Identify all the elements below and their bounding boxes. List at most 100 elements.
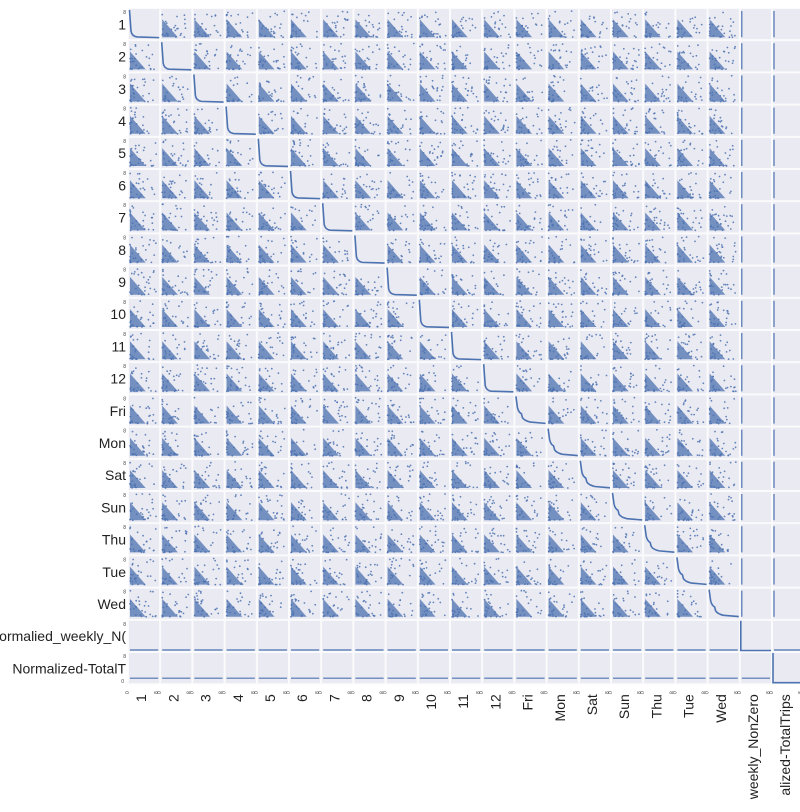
scatter-point [455,281,458,283]
scatter-point [554,283,557,286]
scatter-point [330,97,333,100]
scatter-point [442,112,445,115]
scatter-point [429,261,432,264]
scatter-point [494,115,497,118]
scatter-point [629,280,632,283]
scatter-point [452,195,455,198]
scatter-point [271,240,273,243]
scatter-point [389,98,392,101]
scatter-point [387,222,390,224]
scatter-point [135,53,138,55]
scatter-point [229,257,232,260]
scatter-point [663,95,666,97]
scatter-point [533,172,535,174]
scatter-point [195,240,197,243]
scatter-point [292,24,295,27]
scatter-point [149,239,152,241]
scatter-point [539,221,541,224]
scatter-point [299,268,302,270]
scatter-point [645,31,647,34]
scatter-point [369,322,372,324]
scatter-point [306,20,309,22]
panel-2-vs-8 [353,40,386,73]
scatter-point [387,225,390,228]
scatter-density [548,19,565,38]
scatter-point [715,213,717,216]
scatter-point [467,246,470,249]
scatter-point [294,129,297,131]
scatter-point [268,269,271,272]
scatter-point [582,220,585,223]
scatter-point [291,325,294,328]
scatter-point [535,24,538,26]
scatter-point [592,67,594,70]
scatter-point [193,261,196,264]
scatter-point [436,88,439,90]
scatter-point [589,215,592,218]
scatter-point [565,159,568,162]
scatter-point [729,228,732,230]
scatter-point [135,247,137,249]
scatter-point [333,158,336,160]
scatter-point [596,290,599,293]
scatter-point [196,178,199,180]
scatter-point [516,226,519,229]
scatter-point [515,174,518,177]
scatter-point [629,220,632,223]
scatter-point [590,258,593,260]
scatter-point [619,95,622,97]
scatter-point [681,153,684,156]
scatter-point [645,62,648,65]
scatter-point [496,223,499,226]
scatter-point [613,93,615,96]
scatter-point [451,115,453,118]
scatter-point [720,161,722,164]
scatter-point [692,288,695,290]
scatter-point [355,194,357,197]
scatter-point [322,100,325,103]
scatter-point [388,36,390,39]
scatter-point [142,211,144,214]
scatter-point [328,326,330,328]
scatter-point [491,158,494,161]
scatter-point [540,24,543,27]
scatter-point [201,35,204,38]
scatter-point [483,68,486,70]
diagonal-cdf-curve [321,203,353,232]
scatter-point [679,209,682,212]
scatter-point [502,124,505,127]
scatter-point [232,151,234,154]
scatter-point [483,49,486,52]
scatter-point [471,293,474,296]
scatter-point [241,29,243,31]
scatter-point [165,319,168,322]
scatter-point [323,113,326,116]
scatter-point [451,174,454,177]
scatter-point [551,94,554,97]
scatter-point [599,119,602,122]
scatter-point [467,165,470,167]
scatter-point [540,139,542,142]
scatter-point [275,226,278,229]
scatter-point [732,255,735,258]
scatter-point [583,94,585,97]
scatter-point [614,56,617,59]
scatter-point [171,75,173,78]
scatter-point [597,251,600,254]
scatter-point [337,15,339,18]
scatter-point [292,162,295,165]
scatter-point [196,326,199,328]
scatter-point [386,194,389,197]
scatter-point [161,288,164,290]
scatter-point [525,261,527,264]
scatter-point [442,49,445,51]
scatter-point [515,61,518,63]
scatter-density [677,115,694,134]
scatter-point [612,61,615,64]
scatter-point [626,60,628,63]
panel-1-vs-sun [611,8,644,41]
scatter-point [515,131,518,134]
scatter-point [130,147,133,150]
scatter-point [722,100,725,103]
scatter-point [458,31,460,34]
